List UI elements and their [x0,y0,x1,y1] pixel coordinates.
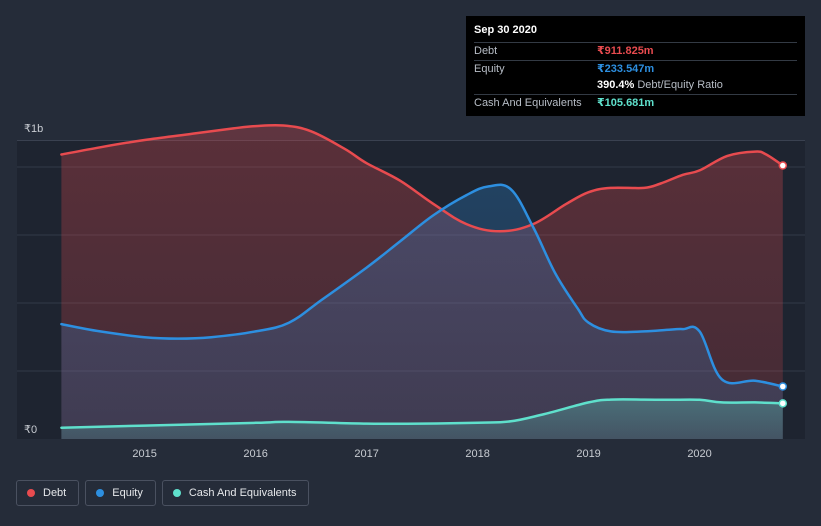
cash-and-equivalents-line [60,398,785,429]
equity-line [60,183,785,388]
debt-line [60,123,785,233]
tooltip-row-equity: Equity ₹233.547m [474,59,797,78]
x-tick-label-2017: 2017 [354,448,378,460]
equity-end-marker [778,382,788,391]
equity-area [61,184,783,439]
tooltip-row-ratio: 390.4% Debt/Equity Ratio [474,77,797,94]
tooltip-row-cash: Cash And Equivalents ₹105.681m [474,93,797,112]
legend-item-equity[interactable]: Equity [85,480,156,506]
x-tick-label-2019: 2019 [576,448,600,460]
x-tick-label-2016: 2016 [243,448,267,460]
x-tick-label-2020: 2020 [687,448,711,460]
legend-item-cash[interactable]: Cash And Equivalents [161,480,310,506]
tooltip-debt-label: Debt [474,45,498,57]
debt-end-marker [778,161,788,170]
tooltip-cash-value: ₹105.681m [597,96,655,109]
tooltip-panel: Sep 30 2020 Debt ₹911.825m Equity ₹233.5… [466,16,805,116]
x-tick-label-2018: 2018 [465,448,489,460]
tooltip-row-debt: Debt ₹911.825m [474,42,797,60]
cash-and-equivalents-area [61,399,783,439]
legend-dot-debt [27,489,35,497]
y-tick-label-0: ₹0 [24,424,37,436]
y-tick-label-1: ₹1b [24,123,43,135]
tooltip-date: Sep 30 2020 [474,24,537,36]
tooltip-debt-value: ₹911.825m [597,45,654,57]
legend-label-debt: Debt [43,487,67,499]
cash-and-equivalents-end-marker [778,399,788,408]
tooltip-equity-value: ₹233.547m [597,62,655,75]
tooltip-ratio-label: Debt/Equity Ratio [637,79,723,91]
legend-dot-equity [96,489,105,497]
legend-dot-cash [172,489,181,497]
legend-label-cash: Cash And Equivalents [188,487,297,499]
x-tick-label-2015: 2015 [132,448,156,460]
tooltip-ratio-value: 390.4% [597,79,635,91]
legend-label-equity: Equity [112,487,143,499]
legend-item-debt[interactable]: Debt [16,480,80,506]
tooltip-equity-label: Equity [474,62,505,75]
chart-legend: Debt Equity Cash And Equivalents [16,480,310,506]
tooltip-cash-label: Cash And Equivalents [474,96,582,109]
